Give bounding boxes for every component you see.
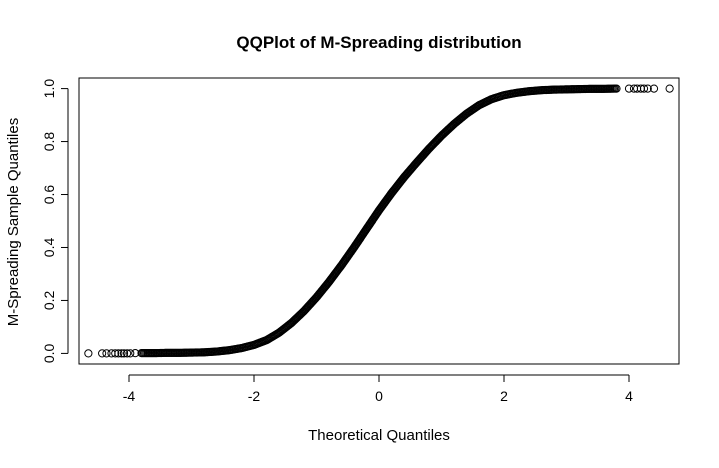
- data-point: [119, 349, 129, 358]
- x-tick-label: 4: [625, 388, 633, 404]
- data-point: [102, 349, 111, 358]
- x-tick-label: 0: [375, 388, 383, 404]
- y-tick-label: 0.4: [41, 238, 57, 258]
- data-point: [117, 349, 126, 358]
- x-axis: -4 -2 0 2 4: [123, 374, 633, 404]
- data-point: [612, 84, 621, 93]
- data-point: [624, 84, 634, 93]
- data-point: [649, 84, 659, 93]
- y-axis-title: M-Spreading Sample Quantiles: [5, 118, 22, 326]
- y-tick-label: 0.0: [41, 343, 57, 363]
- data-point: [84, 349, 93, 358]
- x-tick-label: -2: [248, 388, 261, 404]
- chart-title: QQPlot of M-Spreading distribution: [236, 33, 521, 52]
- plot-frame: [78, 77, 680, 365]
- y-axis: 0.0 0.2 0.4 0.6 0.8 1.0: [41, 79, 69, 363]
- y-tick-label: 1.0: [41, 79, 57, 99]
- data-point: [643, 84, 652, 93]
- data-point: [665, 84, 674, 93]
- data-point: [98, 349, 107, 358]
- x-tick-label: -4: [123, 388, 136, 404]
- data-points: [84, 84, 674, 358]
- data-point: [126, 349, 135, 358]
- y-tick-label: 0.8: [41, 132, 57, 152]
- y-tick-label: 0.2: [41, 291, 57, 311]
- x-tick-label: 2: [500, 388, 508, 404]
- data-point: [123, 349, 132, 358]
- x-axis-title: Theoretical Quantiles: [308, 427, 450, 444]
- data-point: [111, 349, 120, 358]
- y-tick-label: 0.6: [41, 185, 57, 205]
- data-point: [114, 349, 123, 358]
- data-point: [639, 84, 649, 93]
